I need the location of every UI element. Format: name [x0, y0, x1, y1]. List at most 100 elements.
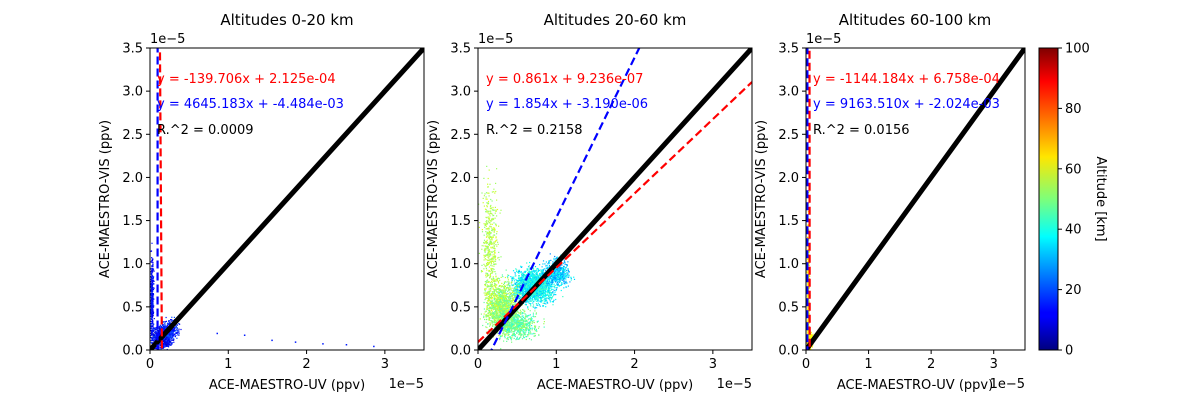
data-point — [500, 209, 502, 211]
data-point — [498, 298, 500, 300]
data-point — [152, 325, 154, 327]
data-point — [151, 340, 153, 342]
data-point — [525, 273, 528, 276]
data-point — [154, 339, 156, 341]
data-point — [500, 348, 502, 350]
data-point — [152, 264, 154, 266]
data-point — [532, 295, 534, 297]
data-point — [155, 336, 157, 338]
data-point — [548, 290, 550, 292]
data-point — [539, 264, 541, 266]
data-point — [546, 288, 548, 290]
data-point — [167, 343, 169, 345]
data-point — [174, 336, 176, 338]
data-point — [536, 292, 538, 294]
data-point — [499, 313, 501, 315]
data-point — [487, 247, 489, 249]
data-point — [500, 304, 502, 306]
data-point — [151, 311, 153, 313]
data-point — [164, 326, 166, 328]
data-point — [484, 311, 486, 313]
data-point — [496, 304, 498, 306]
data-point — [163, 346, 165, 348]
data-point — [163, 324, 165, 326]
panel-0-lines — [150, 48, 424, 350]
data-point — [538, 292, 540, 294]
data-point — [500, 294, 502, 296]
data-point — [537, 270, 540, 273]
data-point — [151, 270, 153, 272]
data-point — [524, 271, 526, 273]
data-point — [491, 311, 493, 313]
data-point — [485, 198, 487, 200]
data-point — [535, 279, 537, 281]
data-point — [164, 324, 166, 326]
data-point — [159, 334, 161, 336]
data-point — [175, 330, 177, 332]
data-point — [166, 343, 168, 345]
data-point — [518, 270, 521, 273]
data-point — [487, 192, 489, 194]
data-point — [542, 263, 544, 265]
data-point — [508, 287, 510, 289]
data-point — [540, 269, 542, 271]
data-point — [494, 260, 497, 262]
data-point — [166, 325, 168, 328]
data-point — [535, 278, 537, 280]
data-point — [503, 299, 505, 301]
data-point — [496, 301, 498, 303]
panel-1-title: Altitudes 20-60 km — [544, 11, 687, 29]
data-point — [529, 261, 531, 264]
data-point — [491, 307, 493, 309]
data-point — [152, 290, 154, 292]
data-point — [550, 292, 552, 294]
data-point — [539, 274, 542, 276]
data-point — [540, 296, 542, 299]
data-point — [545, 306, 547, 308]
data-point — [537, 299, 539, 301]
data-point — [170, 342, 172, 344]
data-point — [545, 299, 547, 301]
data-point — [542, 305, 545, 307]
data-point — [525, 303, 527, 305]
data-point — [150, 303, 152, 305]
data-point — [501, 298, 504, 300]
data-point — [531, 277, 533, 279]
data-point — [152, 278, 154, 280]
data-point — [164, 345, 166, 347]
data-point — [173, 331, 175, 333]
y-tick-label: 3.5 — [122, 42, 143, 57]
data-point — [497, 288, 499, 290]
data-point — [491, 191, 493, 193]
data-point — [153, 337, 155, 339]
data-point — [549, 290, 551, 292]
data-point — [520, 281, 522, 283]
data-point — [502, 309, 504, 311]
data-point — [152, 333, 155, 335]
data-point — [487, 212, 489, 214]
data-point — [490, 198, 492, 201]
data-point — [494, 217, 496, 219]
data-point — [493, 297, 495, 300]
data-point — [512, 290, 514, 292]
data-point — [539, 273, 541, 275]
data-point — [500, 276, 502, 278]
data-point — [491, 239, 493, 241]
data-point — [485, 321, 487, 323]
data-point — [540, 300, 542, 302]
data-point — [511, 300, 513, 302]
data-point — [162, 321, 164, 323]
data-point — [535, 303, 537, 305]
data-point — [153, 318, 155, 320]
data-point — [490, 320, 492, 322]
data-point — [534, 295, 537, 297]
data-point — [512, 270, 515, 272]
data-point — [507, 274, 509, 276]
data-point — [501, 282, 503, 284]
data-point — [162, 343, 164, 345]
data-point — [152, 313, 154, 315]
data-point — [177, 334, 179, 336]
data-point — [541, 291, 543, 293]
